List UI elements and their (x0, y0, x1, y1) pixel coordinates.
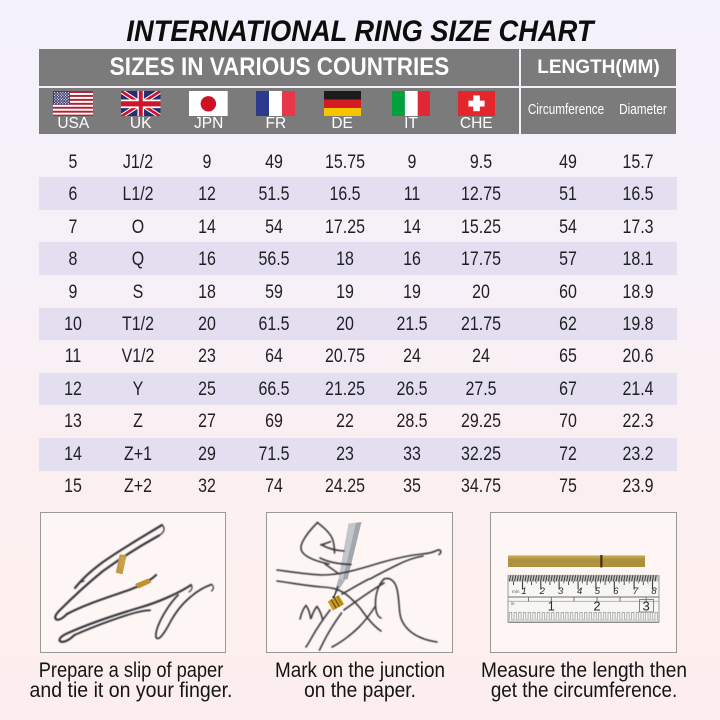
svg-text:1: 1 (521, 586, 526, 597)
svg-text:8: 8 (651, 586, 657, 597)
svg-text:5: 5 (595, 586, 601, 597)
svg-text:1: 1 (548, 599, 555, 614)
svg-text:7: 7 (633, 586, 639, 597)
svg-text:3: 3 (558, 586, 564, 597)
svg-text:3: 3 (642, 599, 649, 614)
svg-text:6: 6 (613, 586, 619, 597)
svg-text:2: 2 (539, 586, 546, 597)
svg-text:2: 2 (593, 599, 600, 614)
svg-text:in: in (511, 601, 515, 606)
svg-text:mm: mm (512, 589, 520, 594)
svg-text:4: 4 (577, 586, 582, 597)
